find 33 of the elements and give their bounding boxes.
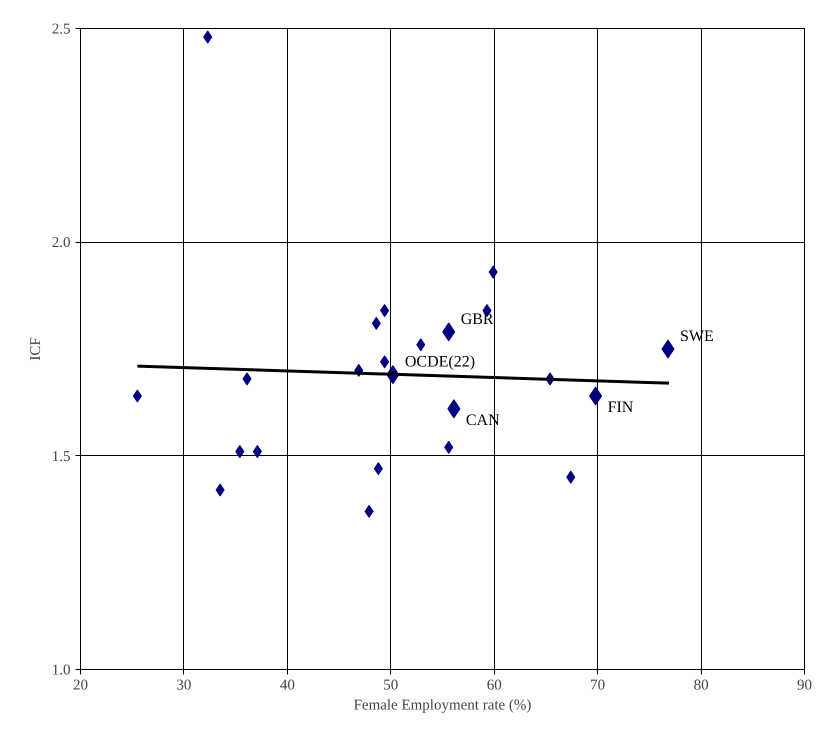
y-tick-label: 2.0 bbox=[52, 235, 70, 252]
point bbox=[380, 355, 390, 368]
point bbox=[488, 266, 498, 279]
annotation: OCDE(22) bbox=[404, 354, 476, 371]
point bbox=[203, 30, 212, 44]
x-tick-label: 70 bbox=[590, 678, 606, 694]
point bbox=[235, 445, 244, 458]
point bbox=[566, 470, 576, 484]
x-axis-title: Female Employment rate (%) bbox=[354, 698, 532, 714]
annotation: GBR bbox=[460, 310, 494, 328]
x-tick-label: 30 bbox=[176, 678, 192, 694]
point bbox=[132, 390, 142, 403]
point bbox=[380, 304, 390, 318]
point bbox=[374, 462, 383, 476]
point bbox=[216, 484, 225, 497]
point bbox=[416, 338, 426, 352]
point bbox=[364, 504, 374, 518]
x-tick-label: 50 bbox=[383, 678, 398, 694]
point bbox=[444, 440, 454, 454]
x-tick-label: 20 bbox=[73, 678, 88, 694]
x-tick-label: 90 bbox=[797, 678, 812, 694]
point bbox=[252, 445, 262, 458]
x-tick-label: 80 bbox=[694, 678, 709, 694]
y-axis-title: ICF bbox=[28, 337, 44, 361]
point bbox=[242, 372, 252, 386]
annotation: FIN bbox=[608, 399, 634, 416]
point bbox=[661, 340, 674, 358]
point bbox=[372, 316, 381, 330]
x-tick-label: 60 bbox=[486, 678, 502, 694]
y-tick-label: 2.5 bbox=[52, 22, 70, 38]
x-tick-label: 40 bbox=[280, 678, 295, 694]
y-tick-label: 1.5 bbox=[52, 448, 70, 465]
y-tick-label: 1.0 bbox=[52, 662, 70, 678]
